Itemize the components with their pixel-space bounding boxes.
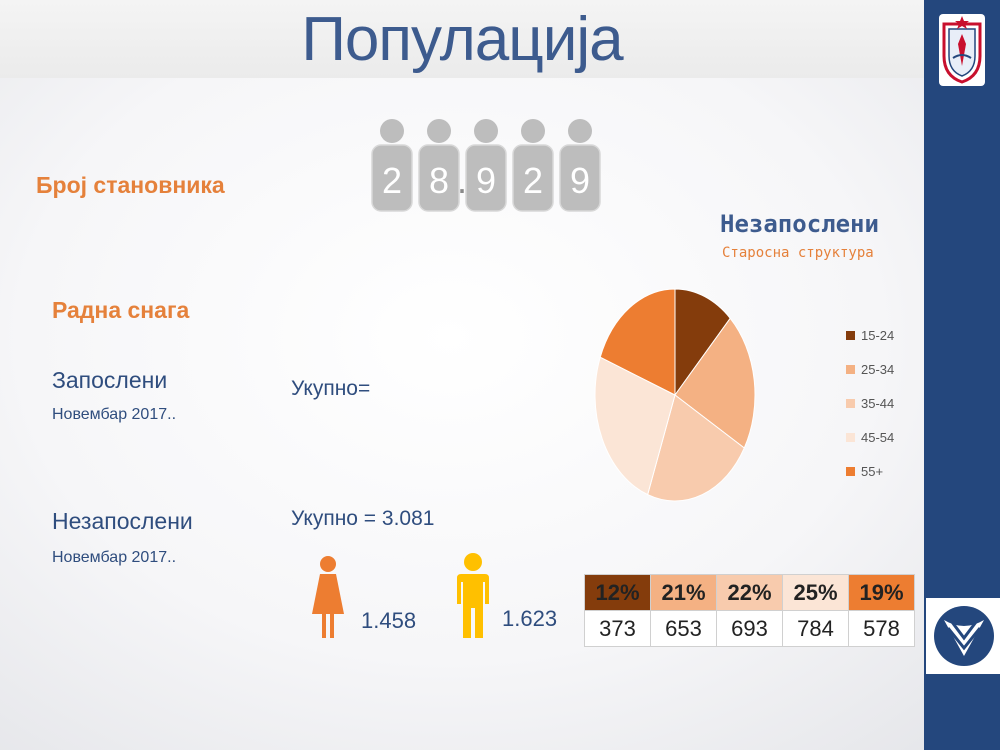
pie-slice-15-24 [674,288,731,397]
pie-slice-25-34 [674,317,756,449]
age-table: 12% 21% 22% 25% 19% 373 653 693 784 578 [584,574,915,647]
population-separator: . [456,160,467,201]
legend-item: 25-34 [846,352,916,386]
unemployed-total: Укупно = 3.081 [291,507,435,530]
legend-item: 45-54 [846,420,916,454]
legend-swatch [846,466,855,476]
percent-cell: 22% [716,574,783,611]
age-pie-chart [594,288,756,502]
count-row: 373 653 693 784 578 [584,610,915,647]
percent-row: 12% 21% 22% 25% 19% [584,574,915,611]
legend-swatch [846,364,855,374]
male-count: 1.623 [502,606,558,631]
population-digit: 2 [522,160,544,201]
count-cell: 693 [716,610,783,647]
count-cell: 653 [650,610,717,647]
population-label: Број становника [36,172,225,198]
count-cell: 373 [584,610,651,647]
population-digit: 2 [381,160,403,201]
employed-date: Новембар 2017.. [52,406,177,423]
municipality-crest-icon [939,14,985,86]
chart-title: Незапослени [720,210,879,238]
unemployed-date: Новембар 2017.. [52,549,177,566]
title-bar [0,0,924,78]
count-cell: 784 [782,610,849,647]
pie-slice-45-54 [594,356,676,496]
percent-cell: 21% [650,574,717,611]
legend-label: 15-24 [861,327,895,343]
chart-legend: 15-24 25-34 35-44 45-54 55+ [846,318,916,488]
population-digit: 9 [569,160,591,201]
population-digit: 9 [475,160,497,201]
female-icon [310,556,346,645]
percent-cell: 19% [848,574,915,611]
unemployed-label: Незапослени [52,508,193,534]
page-title: Популација [301,5,623,74]
legend-item: 55+ [846,454,916,488]
legend-label: 45-54 [861,429,895,445]
female-count: 1.458 [361,608,417,633]
legend-label: 35-44 [861,395,895,411]
employed-total: Укупно= [291,377,371,400]
percent-cell: 25% [782,574,849,611]
workforce-label: Радна снага [52,297,190,323]
person-group-icon [366,115,616,215]
male-icon [455,552,491,645]
legend-swatch [846,330,855,340]
legend-item: 35-44 [846,386,916,420]
legend-swatch [846,432,855,442]
brand-logo-icon [926,598,1000,674]
population-digit: 8 [428,160,450,201]
pie-slice-55+ [599,288,676,396]
chart-subtitle: Старосна структура [722,245,874,261]
percent-cell: 12% [584,574,651,611]
legend-item: 15-24 [846,318,916,352]
legend-label: 55+ [861,463,884,479]
pie-slice-35-44 [647,394,745,502]
legend-label: 25-34 [861,361,895,377]
count-cell: 578 [848,610,915,647]
legend-swatch [846,398,855,408]
employed-label: Запослени [52,367,168,393]
population-digits: 2 8 . 9 2 9 [366,160,616,201]
